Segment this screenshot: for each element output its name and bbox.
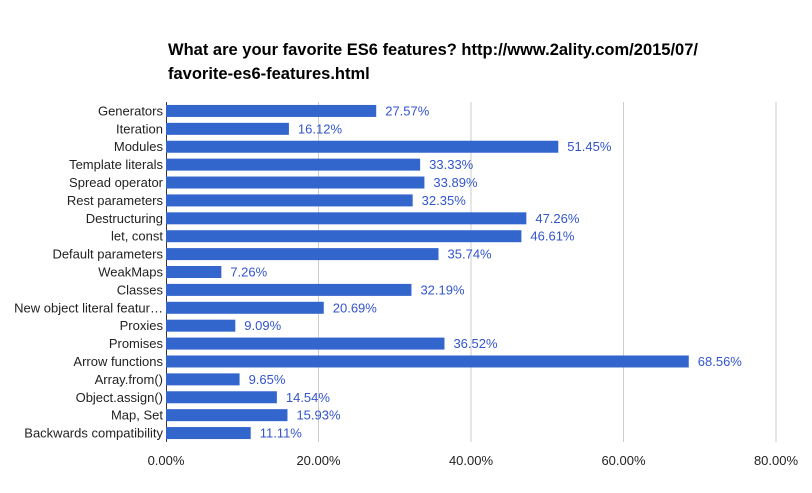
data-label: 33.33% [429,157,474,172]
chart-title-line-1: What are your favorite ES6 features? htt… [168,41,698,59]
category-label: Destructuring [86,211,163,226]
data-label: 36.52% [453,336,498,351]
bar [166,319,236,332]
bar [166,158,421,171]
bar [166,409,288,422]
category-label: Classes [117,282,164,297]
x-tick-label: 80.00% [754,453,799,468]
data-label: 9.09% [244,318,281,333]
data-label: 32.35% [422,193,467,208]
category-label: Rest parameters [67,193,164,208]
bar [166,391,277,404]
category-label: Iteration [116,121,163,136]
data-label: 20.69% [333,300,378,315]
category-label: Object.assign() [76,390,163,405]
bar [166,427,251,440]
x-tick-label: 60.00% [601,453,646,468]
data-label: 33.89% [433,175,478,190]
bar [166,283,412,296]
category-label: Proxies [120,318,164,333]
chart-title: What are your favorite ES6 features? htt… [168,38,768,86]
chart-title-line-2: favorite-es6-features.html [168,65,370,83]
bar [166,266,222,278]
category-label: Backwards compatibility [24,426,163,441]
category-label: Modules [114,139,164,154]
category-label: New object literal featur… [14,300,163,315]
bar [166,104,377,117]
data-label: 68.56% [698,354,743,369]
category-label: Template literals [69,157,163,172]
data-label: 16.12% [298,121,343,136]
data-label: 32.19% [420,282,465,297]
x-tick-label: 20.00% [296,453,341,468]
data-label: 7.26% [230,265,267,280]
data-label: 27.57% [385,103,430,118]
bar [166,212,527,225]
category-label: Arrow functions [73,354,163,369]
labels: 0.00% 20.00% 40.00% 60.00% 80.00% Generators 2… [14,103,798,468]
data-label: 14.54% [286,390,331,405]
data-label: 11.11% [260,426,303,441]
x-tick-label: 0.00% [148,453,185,468]
x-tick-label: 40.00% [449,453,494,468]
category-label: WeakMaps [98,265,163,280]
data-label: 47.26% [535,211,580,226]
bar [166,122,289,135]
category-label: Default parameters [52,247,163,262]
bar [166,337,445,350]
bars [166,104,689,440]
category-label: let, const [111,229,163,244]
bar [166,194,413,207]
bar [166,176,425,189]
bar [166,248,439,261]
data-label: 51.45% [567,139,612,154]
category-label: Array.from() [95,372,163,387]
category-label: Map, Set [111,408,163,423]
bar [166,140,559,153]
data-label: 15.93% [296,408,341,423]
category-label: Generators [98,103,164,118]
data-label: 46.61% [530,229,575,244]
category-label: Spread operator [69,175,164,190]
data-label: 9.65% [249,372,286,387]
bar [166,355,689,368]
category-label: Promises [109,336,164,351]
data-label: 35.74% [448,247,493,262]
bar [166,301,324,314]
bar [166,373,240,386]
bar [166,230,522,243]
